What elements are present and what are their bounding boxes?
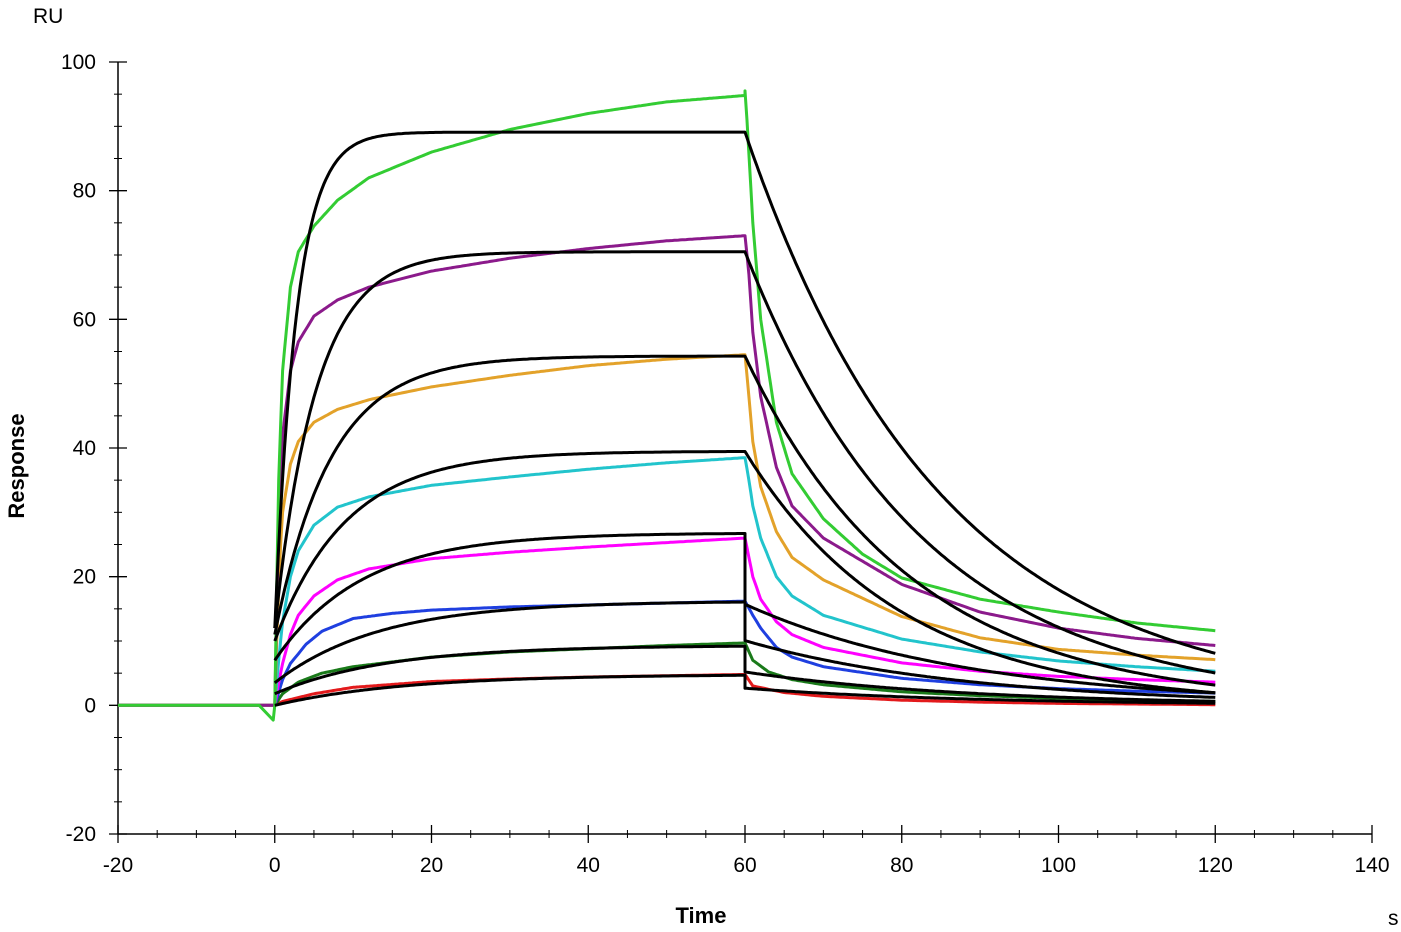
x-tick-label: 120 <box>1198 854 1233 877</box>
y-tick-label: 0 <box>84 694 96 717</box>
fit-curve-5 <box>273 450 1216 695</box>
x-tick-label: 100 <box>1041 854 1076 877</box>
x-tick-label: 40 <box>577 854 600 877</box>
y-unit-label: RU <box>33 5 63 28</box>
x-axis-title: Time <box>676 903 727 928</box>
y-tick-label: 60 <box>73 308 96 331</box>
fit-curves <box>273 130 1216 707</box>
x-tick-label: -20 <box>103 854 133 877</box>
series-line-8 <box>118 89 1216 722</box>
data-series <box>118 89 1216 722</box>
fit-curve-2 <box>274 644 1216 703</box>
y-tick-label: 80 <box>73 180 96 203</box>
y-tick-label: 100 <box>61 51 96 74</box>
series-line-5 <box>118 456 1216 707</box>
x-tick-label: 0 <box>269 854 281 877</box>
x-tick-label: 80 <box>890 854 913 877</box>
axes <box>117 62 1372 835</box>
fit-curve-7 <box>273 250 1216 675</box>
y-tick-label: 20 <box>73 566 96 589</box>
fit-curve-1 <box>274 673 1216 707</box>
y-tick-label: -20 <box>66 823 96 846</box>
tick-labels: -20 0 20 40 60 80 100 120 140 -20 0 20 40 60 80 100 <box>61 51 1390 877</box>
series-line-4 <box>118 536 1216 707</box>
fit-curve-4 <box>273 532 1216 695</box>
x-tick-label: 60 <box>733 854 756 877</box>
y-axis-title: Response <box>4 413 29 518</box>
fit-curve-8 <box>273 130 1216 655</box>
x-tick-label: 140 <box>1354 854 1389 877</box>
fit-curve-6 <box>273 354 1216 687</box>
x-tick-label: 20 <box>420 854 443 877</box>
y-tick-label: 40 <box>73 437 96 460</box>
x-unit-label: s <box>1388 907 1399 930</box>
fit-curve-3 <box>273 600 1216 699</box>
tick-marks <box>109 61 1373 843</box>
